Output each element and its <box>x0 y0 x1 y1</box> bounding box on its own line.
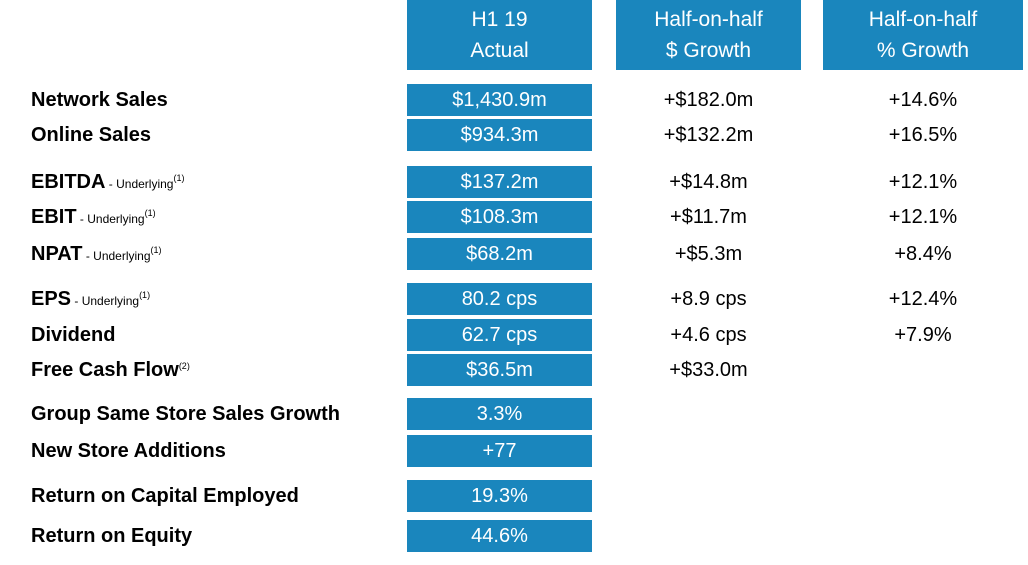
actual-value: $1,430.9m <box>407 84 592 116</box>
header-actual-line1: H1 19 <box>471 8 528 31</box>
row-label-main: EBIT <box>31 206 77 228</box>
pct-growth-value: +7.9% <box>894 324 952 346</box>
actual-value: $36.5m <box>407 354 592 386</box>
actual-value: 80.2 cps <box>407 283 592 315</box>
pct-growth-value: +16.5% <box>888 124 958 146</box>
table-row: EPS - Underlying(1) 80.2 cps +8.9 cps +1… <box>0 283 1028 315</box>
header-dollar-line1: Half-on-half <box>654 8 763 31</box>
row-label-main: Return on Capital Employed <box>31 485 299 507</box>
footnote-marker: (1) <box>150 245 162 255</box>
row-label-qualifier: - Underlying <box>82 249 151 263</box>
table-row: Group Same Store Sales Growth 3.3% <box>0 398 1028 430</box>
row-label: Return on Equity <box>31 520 192 552</box>
row-label: Free Cash Flow(2) <box>31 354 190 386</box>
actual-value: 62.7 cps <box>407 319 592 351</box>
row-label-main: NPAT <box>31 243 83 265</box>
dollar-growth-value: +$132.2m <box>663 124 754 146</box>
footnote-marker: (2) <box>178 361 190 371</box>
header-dollar-growth: Half-on-half $ Growth <box>616 0 801 70</box>
row-label-main: EPS <box>31 288 72 310</box>
dollar-growth-value: +$11.7m <box>670 206 747 228</box>
actual-value: 3.3% <box>407 398 592 430</box>
row-label: EPS - Underlying(1) <box>31 283 150 317</box>
actual-value: $68.2m <box>407 238 592 270</box>
footnote-marker: (1) <box>173 173 185 183</box>
dollar-growth-value: +$5.3m <box>674 243 743 265</box>
pct-growth-value: +12.1% <box>888 171 958 193</box>
row-label: Return on Capital Employed <box>31 480 299 512</box>
header-pct-line2: % Growth <box>876 39 970 62</box>
pct-growth-value: +8.4% <box>894 243 952 265</box>
row-label-main: Online Sales <box>31 124 152 146</box>
table-row: Network Sales $1,430.9m +$182.0m +14.6% <box>0 84 1028 116</box>
table-row: EBITDA - Underlying(1) $137.2m +$14.8m +… <box>0 166 1028 198</box>
header-actual-line2: Actual <box>470 39 529 62</box>
row-label: New Store Additions <box>31 435 226 467</box>
row-label-qualifier: - Underlying <box>76 212 145 226</box>
row-label-main: New Store Additions <box>31 440 226 462</box>
row-label-main: Group Same Store Sales Growth <box>31 403 340 425</box>
table-row: EBIT - Underlying(1) $108.3m +$11.7m +12… <box>0 201 1028 233</box>
dollar-growth-value: +4.6 cps <box>670 324 747 346</box>
row-label-main: Dividend <box>31 324 116 346</box>
pct-growth-value: +14.6% <box>888 89 958 111</box>
dollar-growth-value: +$182.0m <box>663 89 754 111</box>
table-row: New Store Additions +77 <box>0 435 1028 467</box>
actual-value: 19.3% <box>407 480 592 512</box>
dollar-growth-value: +$14.8m <box>669 171 748 193</box>
row-label-main: Return on Equity <box>31 525 193 547</box>
actual-value: +77 <box>407 435 592 467</box>
table-row: Online Sales $934.3m +$132.2m +16.5% <box>0 119 1028 151</box>
row-label-qualifier: - Underlying <box>71 294 140 308</box>
header-actual: H1 19 Actual <box>407 0 592 70</box>
actual-value: 44.6% <box>407 520 592 552</box>
pct-growth-value: +12.1% <box>888 206 958 228</box>
footnote-marker: (1) <box>139 290 151 300</box>
table-row: NPAT - Underlying(1) $68.2m +$5.3m +8.4% <box>0 238 1028 270</box>
row-label: Dividend <box>31 319 115 351</box>
table-row: Dividend 62.7 cps +4.6 cps +7.9% <box>0 319 1028 351</box>
row-label: EBIT - Underlying(1) <box>31 201 156 235</box>
row-label: Online Sales <box>31 119 151 151</box>
row-label: NPAT - Underlying(1) <box>31 238 162 272</box>
row-label: EBITDA - Underlying(1) <box>31 166 184 200</box>
header-dollar-line2: $ Growth <box>665 39 752 62</box>
footnote-marker: (1) <box>144 208 156 218</box>
row-label: Network Sales <box>31 84 168 116</box>
row-label: Group Same Store Sales Growth <box>31 398 340 430</box>
dollar-growth-value: +$33.0m <box>669 359 748 381</box>
row-label-qualifier: - Underlying <box>105 177 174 191</box>
table-row: Return on Capital Employed 19.3% <box>0 480 1028 512</box>
actual-value: $108.3m <box>407 201 592 233</box>
row-label-main: Network Sales <box>31 89 168 111</box>
row-label-main: EBITDA <box>31 171 106 193</box>
header-pct-line1: Half-on-half <box>868 8 978 31</box>
table-row: Free Cash Flow(2) $36.5m +$33.0m <box>0 354 1028 386</box>
actual-value: $934.3m <box>407 119 592 151</box>
header-pct-growth: Half-on-half % Growth <box>823 0 1023 70</box>
table-row: Return on Equity 44.6% <box>0 520 1028 552</box>
dollar-growth-value: +8.9 cps <box>670 288 747 310</box>
row-label-main: Free Cash Flow <box>31 359 179 381</box>
actual-value: $137.2m <box>407 166 592 198</box>
pct-growth-value: +12.4% <box>888 288 958 310</box>
